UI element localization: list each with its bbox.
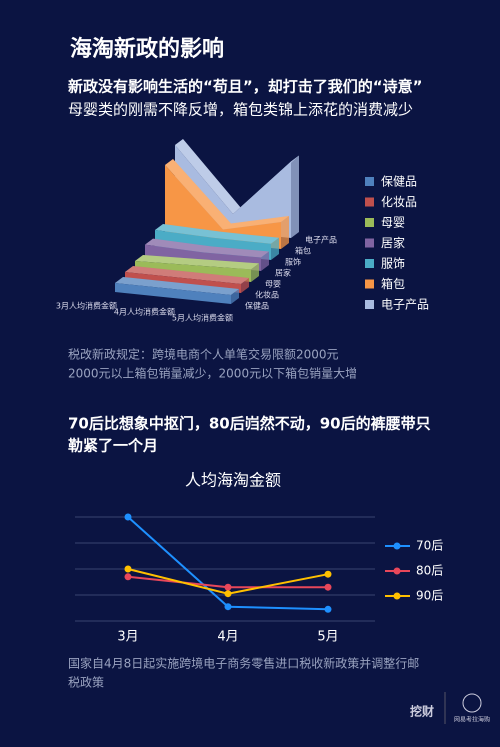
note: 税改新政规定：跨境电商个人单笔交易限额2000元	[68, 347, 339, 362]
lead: 母婴类的刚需不降反增，箱包类锦上添花的消费减少	[68, 101, 413, 119]
legend-label: 70后	[416, 539, 443, 553]
depth-label: 服饰	[285, 257, 301, 267]
legend-label: 服饰	[381, 257, 405, 271]
depth-label: 居家	[275, 268, 291, 278]
subtitle: 新政没有影响生活的“苟且”，却打击了我们的“诗意”	[68, 78, 422, 96]
category-label: 4月人均消费金额	[114, 307, 175, 317]
area-side	[281, 216, 289, 249]
partner-icon	[462, 693, 482, 713]
area-top-shade	[175, 139, 299, 214]
depth-label: 电子产品	[305, 235, 337, 245]
area-top	[165, 159, 289, 230]
legend-label: 电子产品	[381, 298, 429, 312]
area-top	[125, 266, 249, 284]
legend-label: 箱包	[381, 276, 405, 291]
section-heading: 勒紧了一个月	[68, 437, 158, 455]
depth-label: 化妆品	[255, 290, 279, 300]
point	[124, 573, 132, 581]
legend-swatch	[365, 238, 374, 248]
category-label: 5月人均消费金额	[172, 313, 233, 323]
area-top	[135, 255, 259, 270]
legend-label: 居家	[381, 235, 405, 250]
point	[124, 565, 132, 573]
x-tick-label: 3月	[117, 630, 138, 645]
area-top-shade	[125, 266, 249, 284]
area-side	[291, 155, 299, 238]
legend-label: 90后	[416, 589, 443, 603]
footer-text: 税政策	[68, 676, 104, 690]
area-top-shade	[115, 277, 239, 295]
chart-title: 人均海淘金额	[185, 471, 281, 490]
area	[115, 283, 231, 304]
area-side	[241, 278, 249, 293]
legend-swatch	[365, 300, 374, 309]
area-top	[175, 139, 299, 214]
legend-swatch	[365, 279, 374, 289]
x-tick-label: 5月	[317, 630, 338, 645]
point	[124, 513, 132, 521]
area	[165, 165, 281, 249]
legend-marker	[393, 542, 401, 550]
area-side	[261, 251, 269, 271]
category-label: 3月人均消费金额	[56, 301, 117, 311]
note: 2000元以上箱包销量减少，2000元以下箱包销量大增	[68, 366, 357, 381]
footer-text: 国家自4月8日起实施跨境电子商务零售进口税收新政策并调整行邮	[68, 656, 419, 671]
area-top	[145, 238, 269, 258]
legend-label: 化妆品	[381, 195, 417, 209]
section-heading: 70后比想象中抠门，80后岿然不动，90后的裤腰带只	[68, 415, 431, 433]
area-side	[271, 237, 279, 260]
area-top	[155, 224, 279, 244]
depth-label: 母婴	[265, 280, 281, 289]
depth-label: 箱包	[295, 246, 311, 256]
area-top-shade	[155, 224, 279, 244]
point	[224, 603, 232, 611]
legend-swatch	[365, 218, 374, 227]
point	[224, 590, 232, 598]
logo: 挖财	[410, 704, 434, 719]
legend-marker	[393, 592, 401, 600]
depth-label: 保健品	[245, 301, 269, 311]
point	[324, 605, 332, 613]
legend-swatch	[365, 177, 374, 186]
legend-label: 保健品	[381, 175, 417, 189]
title: 海淘新政的影响	[70, 36, 224, 62]
area-top-shade	[145, 238, 269, 258]
point	[324, 570, 332, 578]
legend-label: 母婴	[381, 216, 405, 230]
area-side	[251, 263, 259, 282]
area-top-shade	[135, 255, 259, 270]
area-side	[231, 289, 239, 304]
area-top	[115, 277, 239, 295]
x-tick-label: 4月	[217, 630, 238, 645]
point	[324, 583, 332, 591]
legend-swatch	[365, 197, 374, 207]
area-top-shade	[165, 159, 289, 230]
legend-swatch	[365, 259, 374, 268]
point	[224, 583, 232, 591]
partner: 网易考拉海购	[454, 716, 490, 724]
legend-marker	[393, 567, 401, 575]
legend-label: 80后	[416, 564, 443, 578]
